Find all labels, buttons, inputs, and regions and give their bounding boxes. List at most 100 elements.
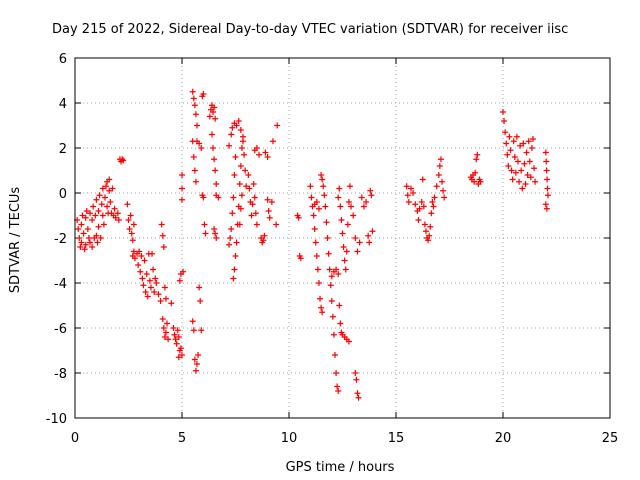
data-point [131,255,138,262]
data-point [152,275,159,282]
data-point [192,367,199,374]
data-point [179,172,185,178]
data-point [346,183,353,190]
data-point [164,320,171,327]
data-point [198,327,205,334]
data-point [421,221,428,228]
data-point [238,145,245,151]
data-point [345,199,352,205]
data-point [264,196,271,203]
data-point [196,140,203,147]
data-point [231,266,238,273]
data-point [213,181,220,187]
data-point [428,210,435,217]
data-point [95,223,102,230]
data-point [142,289,149,295]
data-point [513,133,520,140]
data-point [146,277,153,284]
data-point [369,228,376,235]
data-point [202,230,209,237]
data-point [542,201,549,208]
data-point [189,318,196,325]
data-point [114,210,121,217]
data-point [243,183,250,190]
data-point [524,172,531,178]
data-point [307,183,314,190]
grid-lines [75,58,610,418]
data-point [231,172,238,178]
data-point [333,266,340,273]
data-point [345,338,352,345]
data-point [514,158,521,165]
data-point [191,167,198,174]
data-point [264,154,271,160]
data-point [517,142,524,149]
data-point [419,176,426,183]
data-point [344,221,351,228]
data-point [343,248,350,255]
data-point [532,178,539,185]
data-point [323,219,330,226]
data-point [405,199,412,205]
data-point [89,244,96,250]
data-point [354,390,361,397]
data-point [500,109,506,115]
data-point [193,361,200,367]
data-point [90,203,97,210]
data-point [333,370,340,376]
y-tick-label: -8 [54,367,67,382]
data-point [78,221,85,228]
data-point [124,201,131,208]
data-point [433,183,440,190]
data-point [297,255,304,262]
data-point [260,237,267,244]
data-point [210,145,217,151]
data-point [526,158,533,165]
data-point [195,352,202,358]
y-tick-label: -4 [54,277,67,292]
data-point [358,194,365,201]
data-point [253,145,260,151]
data-point [319,176,326,183]
data-point [229,124,236,131]
data-point [238,192,245,199]
data-point [211,226,218,232]
data-point [236,221,243,228]
data-point [324,235,331,241]
data-point [507,147,514,154]
data-point [268,199,275,205]
data-point [92,212,99,219]
data-point [315,280,322,286]
data-point [233,239,240,246]
data-point [368,192,375,199]
data-point [211,156,218,163]
data-point [130,248,137,255]
data-point [162,295,169,302]
data-point [366,239,373,246]
data-point [135,262,142,268]
data-point [236,181,243,187]
data-point [212,167,219,174]
data-point [190,327,197,334]
data-point [353,376,360,383]
data-point [81,246,88,253]
data-point [436,163,443,169]
data-point [313,253,320,259]
data-point [165,336,172,343]
data-point [175,354,182,361]
data-point [149,250,156,257]
data-point [141,257,148,264]
data-point [109,185,116,192]
data-point [355,394,362,401]
data-point [210,109,217,115]
data-point [246,185,253,192]
data-point [147,284,154,291]
data-point [241,151,248,158]
data-point [180,268,187,275]
data-point [175,334,182,340]
data-point [525,138,532,145]
data-point [82,214,89,221]
data-point [261,232,268,239]
data-point [308,194,315,201]
data-point [332,352,339,358]
